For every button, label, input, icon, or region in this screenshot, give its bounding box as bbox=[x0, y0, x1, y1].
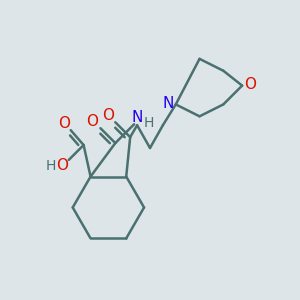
Text: O: O bbox=[244, 77, 256, 92]
Text: N: N bbox=[131, 110, 143, 125]
Text: N: N bbox=[162, 96, 173, 111]
Text: O: O bbox=[56, 158, 68, 173]
Text: H: H bbox=[46, 159, 56, 173]
Text: H: H bbox=[144, 116, 154, 130]
Text: O: O bbox=[86, 114, 98, 129]
Text: O: O bbox=[102, 108, 114, 123]
Text: O: O bbox=[58, 116, 70, 131]
